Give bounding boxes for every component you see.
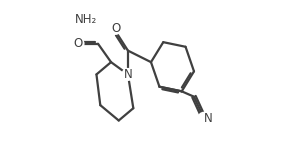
Circle shape bbox=[122, 69, 134, 80]
Text: O: O bbox=[111, 22, 120, 35]
Circle shape bbox=[80, 13, 92, 25]
Circle shape bbox=[110, 22, 122, 34]
Circle shape bbox=[72, 38, 84, 50]
Text: NH₂: NH₂ bbox=[74, 13, 97, 26]
Circle shape bbox=[198, 112, 210, 124]
Text: N: N bbox=[124, 68, 132, 81]
Text: O: O bbox=[73, 37, 83, 50]
Text: N: N bbox=[204, 112, 213, 125]
